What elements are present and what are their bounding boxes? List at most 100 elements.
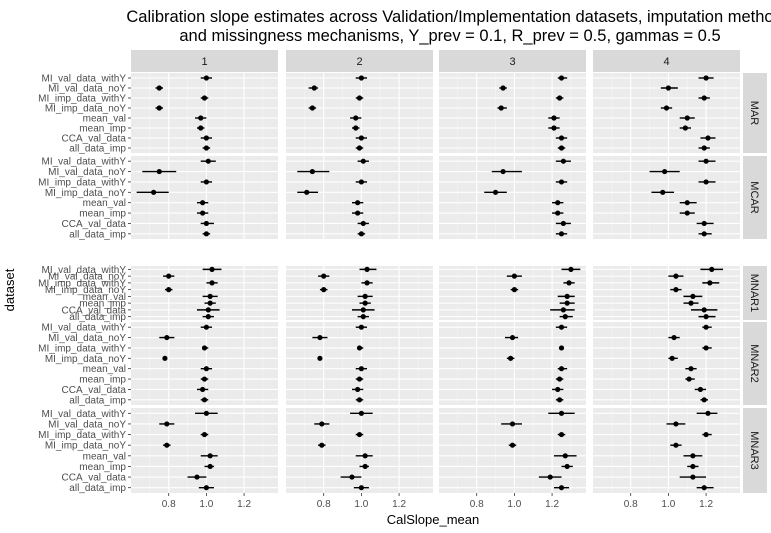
data-point xyxy=(511,287,517,293)
data-point xyxy=(200,386,206,393)
data-point xyxy=(558,410,565,416)
data-point xyxy=(511,273,517,279)
data-point xyxy=(355,200,361,206)
row-strip-mnar2 xyxy=(743,322,767,405)
data-point xyxy=(358,179,364,185)
data-point xyxy=(558,135,565,141)
data-point xyxy=(319,442,325,448)
data-point xyxy=(207,293,213,299)
data-point xyxy=(198,125,204,131)
data-point xyxy=(360,220,366,227)
data-point xyxy=(701,485,707,491)
y-tick-label: MI_val_data_withY xyxy=(42,74,127,85)
row-strip-mnar1 xyxy=(743,266,767,320)
y-tick-label: mean_val xyxy=(83,451,126,462)
y-tick-label: mean_imp xyxy=(79,299,126,310)
data-point xyxy=(156,85,162,91)
data-point xyxy=(669,355,675,361)
row-strip-label: MNAR1 xyxy=(748,274,760,313)
panel-background xyxy=(439,322,586,405)
y-tick-label: MI_imp_data_withY xyxy=(38,343,126,354)
data-point xyxy=(200,200,206,206)
row-strip-mar xyxy=(743,73,767,153)
data-point xyxy=(356,95,363,101)
y-axis-title: dataset xyxy=(2,268,17,311)
y-tick-label: mean_imp xyxy=(79,124,126,135)
data-point xyxy=(564,293,570,299)
data-point xyxy=(498,105,504,111)
y-tick-label: MI_val_data_noY xyxy=(48,272,126,283)
data-point xyxy=(321,287,327,293)
data-point xyxy=(309,105,315,111)
data-point xyxy=(701,397,707,403)
data-point xyxy=(560,307,566,313)
panel-background xyxy=(439,408,586,493)
row-strip-label: MAR xyxy=(748,101,760,126)
data-point xyxy=(203,145,209,151)
panel-background xyxy=(593,73,740,153)
data-point xyxy=(560,158,566,164)
y-tick-label: mean_val xyxy=(83,292,126,303)
y-tick-label: MI_imp_data_withY xyxy=(38,177,126,188)
data-point xyxy=(164,421,170,427)
row-strip-mcar xyxy=(743,156,767,239)
data-point xyxy=(560,220,566,227)
data-point xyxy=(703,345,709,351)
data-point xyxy=(701,231,707,237)
panel-background xyxy=(286,322,433,405)
data-point xyxy=(203,220,209,227)
data-point xyxy=(555,386,561,393)
data-point xyxy=(201,431,208,438)
data-point xyxy=(156,168,162,175)
y-tick-label: all_data_imp xyxy=(69,144,126,155)
data-point xyxy=(500,85,506,91)
y-tick-label: MI_imp_data_noY xyxy=(45,354,126,365)
panel-background xyxy=(439,73,586,153)
x-tick-label: 1.2 xyxy=(237,499,251,510)
data-point xyxy=(358,485,364,491)
y-tick-label: mean_val xyxy=(83,198,126,209)
data-point xyxy=(703,314,709,320)
x-tick-label: 0.8 xyxy=(317,499,331,510)
data-point xyxy=(690,474,696,480)
data-point xyxy=(500,168,506,175)
y-tick-label: mean_val xyxy=(83,364,126,375)
data-point xyxy=(201,345,208,351)
x-tick-label: 1.0 xyxy=(507,499,521,510)
panel-background xyxy=(131,73,278,153)
data-point xyxy=(555,210,561,216)
data-point xyxy=(703,158,709,164)
column-strip-label: 1 xyxy=(201,56,207,68)
data-point xyxy=(558,431,565,438)
data-point xyxy=(311,85,317,91)
data-point xyxy=(360,158,366,164)
data-point xyxy=(353,125,359,131)
data-point xyxy=(555,200,561,206)
data-point xyxy=(551,125,557,131)
y-tick-label: MI_imp_data_noY xyxy=(45,188,126,199)
data-point xyxy=(205,314,211,320)
panel-background xyxy=(286,408,433,493)
x-tick-label: 0.8 xyxy=(470,499,484,510)
y-tick-label: MI_imp_data_noY xyxy=(45,285,126,296)
data-point xyxy=(203,135,209,141)
data-point xyxy=(688,366,694,372)
panel-background xyxy=(439,156,586,239)
data-point xyxy=(558,231,565,237)
data-point xyxy=(356,145,363,151)
panel-background xyxy=(131,156,278,239)
data-point xyxy=(558,324,565,330)
data-point xyxy=(688,300,694,306)
data-point xyxy=(164,442,170,448)
y-tick-label: MI_val_data_noY xyxy=(48,419,126,430)
data-point xyxy=(355,210,361,216)
data-point xyxy=(562,453,568,459)
data-point xyxy=(198,115,204,121)
data-point xyxy=(690,463,696,470)
y-tick-label: MI_val_data_noY xyxy=(48,84,126,95)
data-point xyxy=(564,463,570,470)
data-point xyxy=(203,366,209,372)
y-tick-label: CCA_val_data xyxy=(62,219,127,230)
y-tick-label: CCA_val_data xyxy=(62,305,127,316)
data-point xyxy=(207,453,213,459)
